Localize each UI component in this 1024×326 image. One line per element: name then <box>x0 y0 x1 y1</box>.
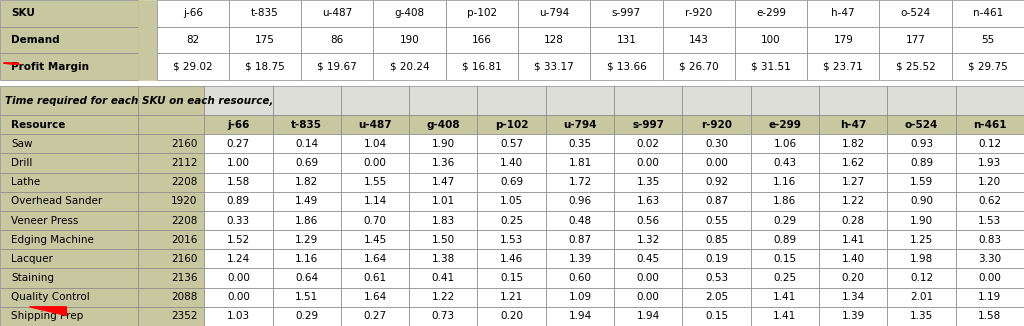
Polygon shape <box>4 63 18 64</box>
Polygon shape <box>4 63 18 64</box>
Polygon shape <box>30 307 67 316</box>
